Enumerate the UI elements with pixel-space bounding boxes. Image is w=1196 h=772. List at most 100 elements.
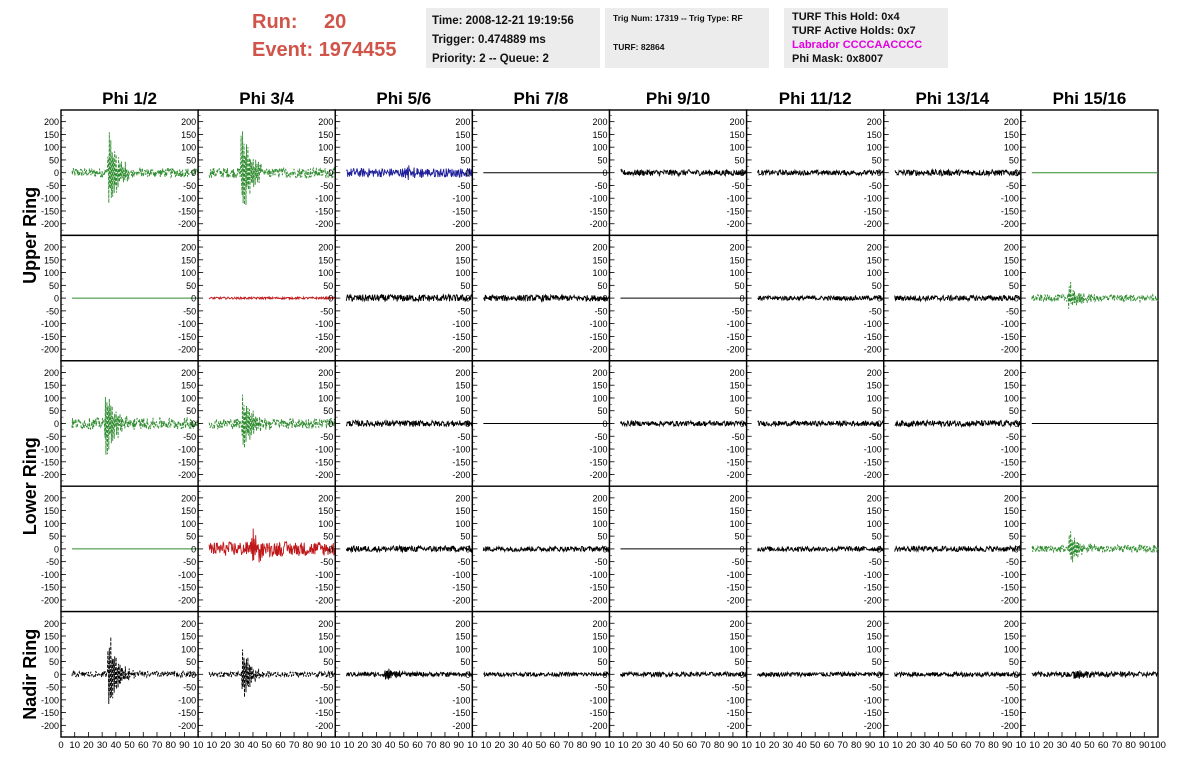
x-tick-label: 90 <box>316 740 327 751</box>
x-tick-label: 80 <box>714 740 725 751</box>
y-tick-label: 150 <box>44 255 59 265</box>
y-tick-label: -100 <box>864 570 882 580</box>
y-tick-label: 50 <box>597 155 607 165</box>
y-tick-label: -150 <box>41 708 59 718</box>
x-tick-label: 50 <box>810 740 821 751</box>
panel-r2-c6: 200 150 100 50 0 -50 -100 -150 -200 <box>727 234 885 362</box>
y-tick-label: 50 <box>460 657 470 667</box>
y-tick-label: -100 <box>864 194 882 204</box>
y-tick-label: -200 <box>452 470 470 480</box>
y-tick-label: -50 <box>46 557 59 567</box>
waveform-trace <box>482 544 610 553</box>
y-tick-label: -100 <box>315 319 333 329</box>
turf-this-hold-text: TURF This Hold: 0x4 <box>792 11 900 23</box>
y-tick-label: -200 <box>589 345 607 355</box>
waveform-trace <box>345 165 473 181</box>
y-tick-label: 50 <box>49 155 59 165</box>
y-tick-label: -50 <box>732 306 745 316</box>
y-tick-label: 200 <box>318 619 333 629</box>
y-tick-label: 200 <box>318 368 333 378</box>
ring-label-lower-ring: Lower Ring <box>20 437 40 535</box>
y-tick-label: 150 <box>592 381 607 391</box>
y-tick-label: 50 <box>735 155 745 165</box>
y-tick-label: 200 <box>867 243 882 253</box>
y-tick-label: 100 <box>867 519 882 529</box>
y-tick-label: 0 <box>465 294 470 304</box>
y-tick-label: 50 <box>186 281 196 291</box>
y-tick-label: 150 <box>730 506 745 516</box>
y-tick-label: -50 <box>457 557 470 567</box>
y-tick-label: 100 <box>730 268 745 278</box>
y-tick-label: -200 <box>452 219 470 229</box>
column-header-8: Phi 15/16 <box>1053 89 1127 108</box>
x-tick-label: 20 <box>220 740 231 751</box>
y-tick-label: 100 <box>867 644 882 654</box>
y-tick-label: 50 <box>186 532 196 542</box>
y-tick-label: 100 <box>1004 143 1019 153</box>
x-tick-label: 10 <box>207 740 218 751</box>
y-tick-label: 200 <box>455 117 470 127</box>
y-tick-label: -50 <box>183 181 196 191</box>
x-tick-label: 80 <box>165 740 176 751</box>
y-tick-label: 0 <box>328 419 333 429</box>
x-tick-label: 80 <box>851 740 862 751</box>
y-tick-label: -200 <box>178 721 196 731</box>
y-tick-label: -50 <box>1006 432 1019 442</box>
y-tick-label: -200 <box>727 470 745 480</box>
y-tick-label: -150 <box>178 332 196 342</box>
y-tick-label: -200 <box>1001 595 1019 605</box>
y-tick-label: -100 <box>178 194 196 204</box>
y-tick-label: -50 <box>594 683 607 693</box>
y-tick-label: -200 <box>41 721 59 731</box>
y-tick-label: -150 <box>452 708 470 718</box>
y-tick-label: 150 <box>867 632 882 642</box>
y-tick-label: 0 <box>602 168 607 178</box>
y-tick-label: 0 <box>54 168 59 178</box>
y-tick-label: 200 <box>44 368 59 378</box>
column-header-1: Phi 1/2 <box>102 89 157 108</box>
x-tick-label: 60 <box>138 740 149 751</box>
y-tick-label: -150 <box>864 457 882 467</box>
y-tick-label: -150 <box>41 206 59 216</box>
y-tick-label: 150 <box>730 130 745 140</box>
y-tick-label: -200 <box>315 345 333 355</box>
y-tick-label: -50 <box>183 683 196 693</box>
y-tick-label: 0 <box>191 168 196 178</box>
column-header-5: Phi 9/10 <box>646 89 710 108</box>
priority-text: Priority: 2 -- Queue: 2 <box>432 53 549 65</box>
y-tick-label: 100 <box>592 268 607 278</box>
y-tick-label: -150 <box>315 583 333 593</box>
x-tick-label: 90 <box>590 740 601 751</box>
x-tick-label: 10 <box>878 740 889 751</box>
y-tick-label: -100 <box>41 695 59 705</box>
x-tick-label: 60 <box>1098 740 1109 751</box>
y-tick-label: 100 <box>44 519 59 529</box>
y-tick-label: 100 <box>181 143 196 153</box>
y-tick-label: -150 <box>178 457 196 467</box>
y-tick-label: -200 <box>1001 345 1019 355</box>
column-header-4: Phi 7/8 <box>514 89 569 108</box>
y-tick-label: 100 <box>730 519 745 529</box>
y-tick-label: -200 <box>41 345 59 355</box>
y-tick-label: 200 <box>455 243 470 253</box>
y-tick-label: -100 <box>727 194 745 204</box>
y-tick-label: 200 <box>44 619 59 629</box>
y-tick-label: -100 <box>1001 194 1019 204</box>
y-tick-label: 0 <box>1014 419 1019 429</box>
y-tick-label: 50 <box>735 532 745 542</box>
y-tick-label: -50 <box>320 181 333 191</box>
x-tick-label: 20 <box>906 740 917 751</box>
y-tick-label: 200 <box>867 493 882 503</box>
y-tick-label: 0 <box>328 670 333 680</box>
y-tick-label: -200 <box>864 219 882 229</box>
y-tick-label: 200 <box>44 243 59 253</box>
y-tick-label: 50 <box>460 155 470 165</box>
y-tick-label: 50 <box>49 281 59 291</box>
y-tick-label: -200 <box>41 470 59 480</box>
y-tick-label: 200 <box>181 619 196 629</box>
panel-r2-c8: 200 150 100 50 0 -50 -100 -150 -200 <box>1001 234 1159 362</box>
y-tick-label: -150 <box>1001 708 1019 718</box>
y-tick-label: 150 <box>867 255 882 265</box>
panel-r3-c7: 200 150 100 50 0 -50 -100 -150 -200 <box>864 360 1022 487</box>
y-tick-label: 150 <box>318 506 333 516</box>
